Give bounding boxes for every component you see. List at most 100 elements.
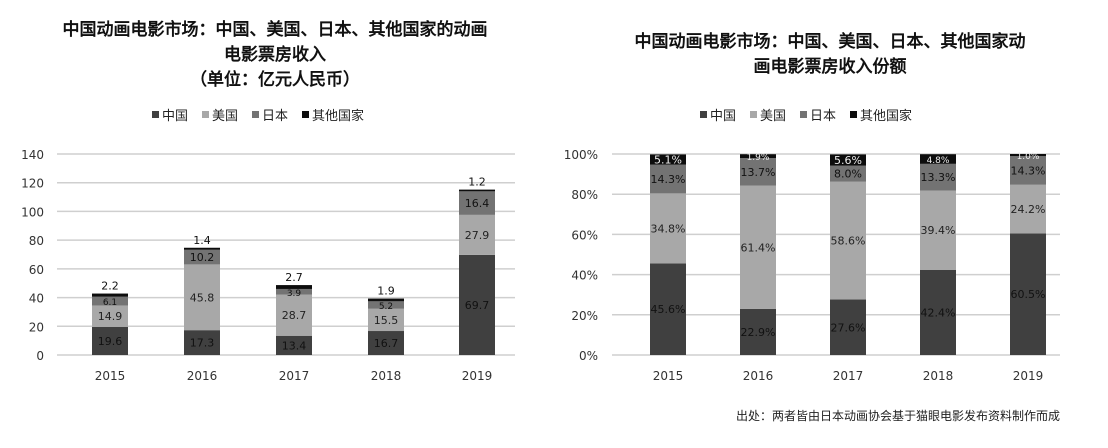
legend-swatch [750,111,758,118]
data-label: 24.2% [1011,203,1046,216]
data-label: 4.8% [927,156,950,166]
legend-label: 日本 [262,109,289,124]
bar-segment-0 [276,335,312,355]
left-title-line-3: （单位：亿元人民币） [190,70,360,90]
x-tick-label: 2019 [462,369,493,383]
right-chart-legend: 中国 美国 日本 其他国家 [700,105,912,124]
data-label: 14.3% [1011,164,1046,177]
bar-segment-3 [920,154,956,164]
data-label: 17.3 [190,337,215,350]
bar-segment-2 [740,158,776,186]
data-label: 1.0% [1017,152,1040,162]
data-label: 2.7 [285,271,303,284]
data-label: 22.9% [741,326,776,339]
y-tick-label: 80 [29,234,44,248]
bar-segment-0 [920,269,956,355]
left-title-line-1: 中国动画电影市场：中国、美国、日本、其他国家的动画 [62,20,488,40]
y-tick-label: 0 [36,349,44,363]
legend-label: 美国 [212,109,239,124]
legend-swatch [152,111,159,118]
x-tick-label: 2016 [743,369,774,383]
legend-label: 日本 [810,109,837,124]
bar-segment-2 [368,301,404,309]
bar-segment-2 [184,249,220,265]
left-chart: 0 20 40 60 80 100 120 140 2015 19.6 14.9 6.1 2.2 2016… [21,148,515,383]
data-label: 13.7% [741,166,776,179]
data-label: 69.7 [465,299,490,312]
data-label: 10.2 [190,251,215,264]
legend-label: 其他国家 [860,109,913,124]
data-label: 13.3% [921,171,956,184]
y-tick-label: 80% [571,188,598,202]
legend-label: 中国 [710,109,737,124]
legend-swatch [800,111,808,118]
data-label: 19.6 [98,335,123,348]
bar-segment-3 [1010,154,1046,157]
data-label: 45.8 [190,291,215,304]
data-label: 6.1 [103,298,117,308]
data-label: 16.4 [465,197,490,210]
bar-segment-3 [184,247,220,250]
y-tick-label: 120 [21,177,44,191]
bar-segment-0 [1010,233,1046,355]
data-label: 1.9 [377,285,395,298]
left-chart-title: 中国动画电影市场：中国、美国、日本、其他国家的动画 电影票房收入 （单位：亿元人… [10,18,540,93]
data-label: 14.3% [651,173,686,186]
data-label: 15.5 [374,314,399,327]
data-label: 1.4 [193,234,211,247]
bar-segment-2 [1010,156,1046,185]
y-tick-label: 60 [29,263,44,277]
bar-segment-0 [459,254,495,355]
data-label: 16.7 [374,337,399,350]
legend-swatch [850,111,858,118]
source-note: 出处：两者皆由日本动画协会基于猫眼电影发布资料制作而成 [735,409,1060,423]
y-tick-label: 40 [29,292,44,306]
bar-segment-1 [276,294,312,336]
data-label: 27.9 [465,229,490,242]
right-title-line-1: 中国动画电影市场：中国、美国、日本、其他国家动 [634,32,1026,52]
bar-segment-2 [276,288,312,295]
data-label: 58.6% [831,235,866,248]
bar-segment-2 [920,163,956,191]
legend-item: 其他国家 [850,105,912,124]
bar-segment-3 [276,285,312,289]
bar-segment-3 [368,298,404,302]
bar-segment-1 [920,190,956,270]
y-tick-label: 100 [21,205,44,219]
x-tick-label: 2017 [833,369,864,383]
bar-segment-0 [184,330,220,355]
x-tick-label: 2018 [923,369,954,383]
bar-segment-3 [740,154,776,159]
bar-segment-1 [459,214,495,255]
data-label: 13.4 [282,339,307,352]
y-tick-label: 140 [21,148,44,162]
legend-swatch [202,111,210,118]
bar-segment-0 [830,299,866,355]
data-label: 34.8% [651,222,686,235]
bar-segment-3 [459,189,495,192]
bar-segment-0 [650,263,686,355]
data-label: 42.4% [921,306,956,319]
bar-segment-1 [830,181,866,300]
data-label: 2.2 [101,280,119,293]
y-tick-label: 20 [29,320,44,334]
left-chart-legend: 中国 美国 日本 其他国家 [152,105,364,124]
bar-segment-1 [1010,184,1046,234]
legend-item: 其他国家 [302,105,364,124]
data-label: 60.5% [1011,288,1046,301]
data-label: 27.6% [831,321,866,334]
legend-item: 美国 [750,105,786,124]
left-title-line-2: 电影票房收入 [224,45,326,65]
legend-item: 日本 [800,105,836,124]
data-label: 39.4% [921,224,956,237]
bar-segment-1 [368,308,404,332]
legend-item: 美国 [202,105,238,124]
data-label: 5.1% [654,154,682,167]
y-tick-label: 0% [579,349,598,363]
legend-item: 日本 [252,105,288,124]
bar-segment-3 [830,154,866,166]
data-label: 45.6% [651,303,686,316]
legend-label: 其他国家 [312,109,365,124]
legend-swatch [302,111,310,118]
